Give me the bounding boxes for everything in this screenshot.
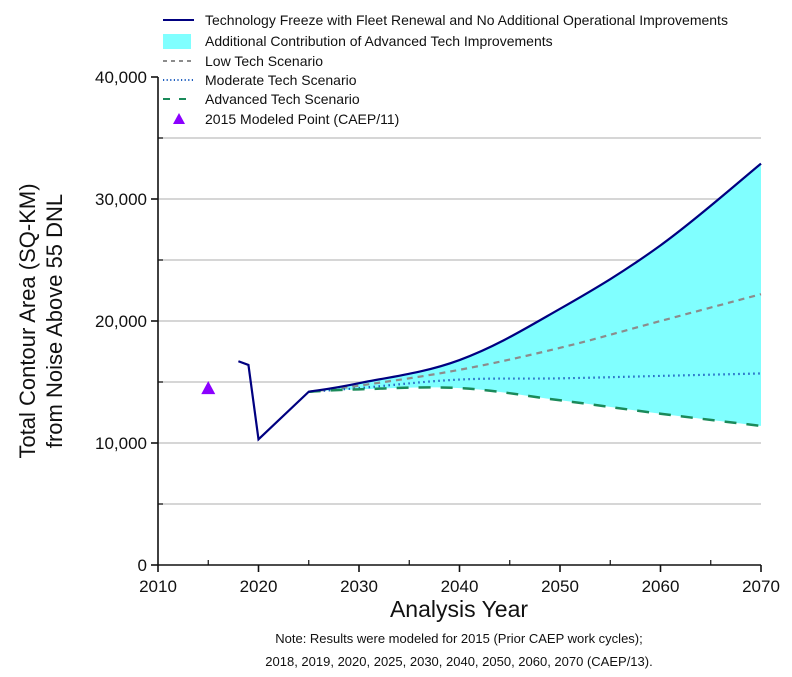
y-tick-label: 20,000 [95, 312, 147, 331]
legend-label: Advanced Tech Scenario [205, 91, 360, 107]
y-tick-label: 40,000 [95, 68, 147, 87]
modeled-point-triangle [201, 381, 216, 395]
legend-marker-triangle [173, 113, 185, 124]
legend-label: Low Tech Scenario [205, 53, 323, 69]
x-tick-label: 2040 [441, 577, 479, 596]
x-tick-label: 2030 [340, 577, 378, 596]
note-line-1: Note: Results were modeled for 2015 (Pri… [275, 631, 643, 646]
y-axis-label-line2: from Noise Above 55 DNL [42, 194, 67, 448]
x-tick-label: 2020 [240, 577, 278, 596]
x-tick-label: 2010 [139, 577, 177, 596]
legend: Technology Freeze with Fleet Renewal and… [163, 12, 728, 127]
legend-label: Additional Contribution of Advanced Tech… [205, 33, 553, 49]
series-line-technology-freeze [238, 162, 762, 442]
axes: 0 10,000 20,000 30,000 40,000 2010 2020 2030 204… [95, 68, 780, 596]
y-tick-label: 10,000 [95, 434, 147, 453]
modeled-points [201, 381, 216, 395]
y-tick-label: 30,000 [95, 190, 147, 209]
x-tick-label: 2070 [742, 577, 780, 596]
x-tick-label: 2050 [541, 577, 579, 596]
advanced-tech-contribution-area [308, 163, 761, 426]
x-tick-label: 2060 [642, 577, 680, 596]
legend-label: 2015 Modeled Point (CAEP/11) [205, 111, 399, 127]
x-axis-label: Analysis Year [390, 596, 528, 622]
legend-swatch-area [163, 34, 191, 49]
legend-label: Technology Freeze with Fleet Renewal and… [205, 12, 728, 28]
y-tick-label: 0 [138, 556, 147, 575]
series-line-longdash [308, 386, 762, 428]
legend-label: Moderate Tech Scenario [205, 72, 357, 88]
series-lines [238, 162, 762, 442]
y-axis-label-line1: Total Contour Area (SQ-KM) [15, 183, 40, 458]
series-line-dash [308, 293, 762, 393]
note-line-2: 2018, 2019, 2020, 2025, 2030, 2040, 2050… [265, 654, 652, 669]
